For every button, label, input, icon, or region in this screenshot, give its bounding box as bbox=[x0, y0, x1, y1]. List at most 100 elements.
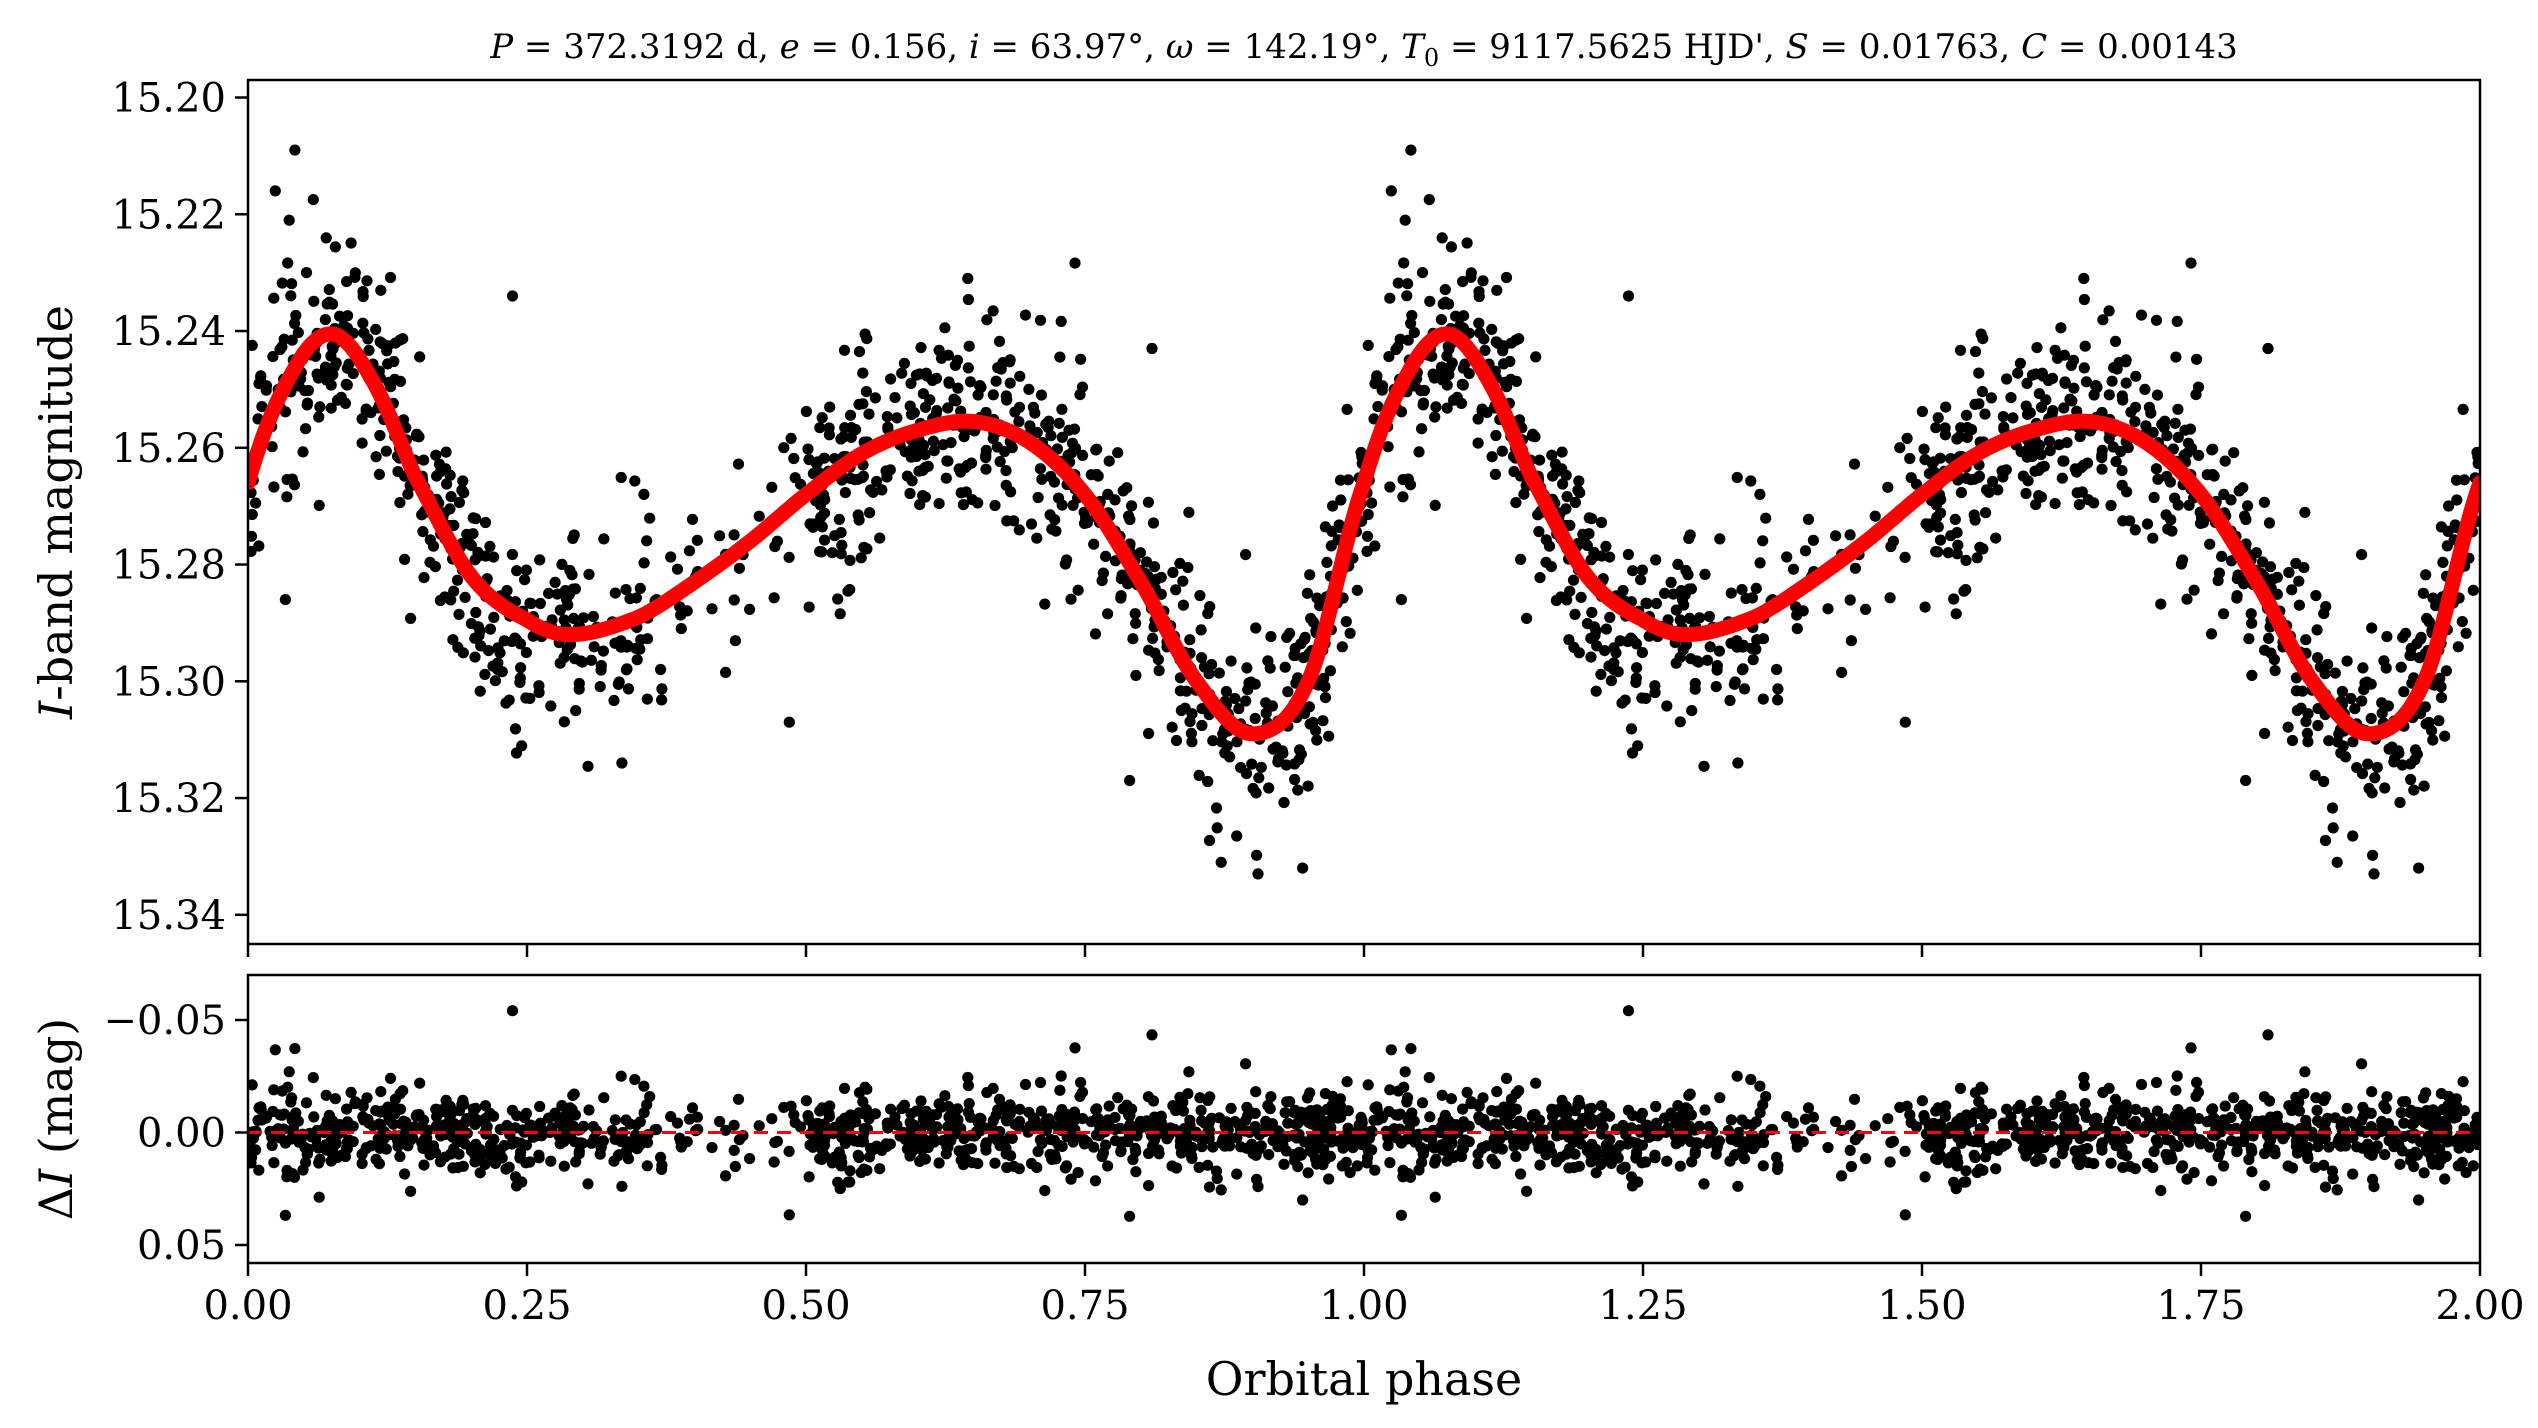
data-point bbox=[2096, 449, 2108, 461]
data-point bbox=[1754, 557, 1766, 569]
data-point bbox=[835, 548, 847, 560]
residual-point bbox=[516, 1176, 528, 1188]
data-point bbox=[325, 379, 337, 391]
data-point bbox=[2300, 634, 2312, 646]
data-point bbox=[1650, 554, 1662, 566]
residual-point bbox=[962, 1080, 975, 1092]
residual-point bbox=[641, 1099, 653, 1111]
data-point bbox=[1674, 614, 1686, 626]
residual-point bbox=[2240, 1109, 2252, 1122]
residual-point bbox=[598, 1092, 610, 1104]
residual-point bbox=[1039, 1185, 1051, 1197]
data-point bbox=[2309, 769, 2321, 782]
data-point bbox=[1731, 471, 1743, 484]
data-point bbox=[1252, 868, 1264, 880]
residual-point bbox=[1264, 1103, 1276, 1115]
data-point bbox=[1684, 529, 1696, 541]
data-point bbox=[345, 237, 357, 249]
y-tick-label: 0.05 bbox=[137, 1223, 226, 1269]
residual-point bbox=[714, 1115, 726, 1128]
data-point bbox=[469, 554, 481, 566]
residual-point bbox=[1643, 1131, 1655, 1143]
data-point bbox=[488, 611, 500, 624]
data-point bbox=[834, 608, 846, 620]
residual-point bbox=[867, 1144, 879, 1156]
residual-point bbox=[1802, 1102, 1815, 1114]
data-point bbox=[453, 608, 465, 621]
data-point bbox=[2103, 432, 2115, 445]
data-point bbox=[1177, 575, 1189, 587]
data-point bbox=[1635, 574, 1647, 586]
data-point bbox=[808, 518, 820, 530]
residual-point bbox=[289, 1043, 301, 1055]
data-point bbox=[1034, 314, 1047, 326]
data-point bbox=[1255, 761, 1267, 773]
residual-point bbox=[834, 1183, 846, 1195]
data-point bbox=[2012, 367, 2024, 379]
data-point bbox=[665, 551, 677, 563]
data-point bbox=[2394, 796, 2406, 809]
data-point bbox=[1672, 558, 1684, 571]
data-point bbox=[2269, 665, 2281, 677]
data-point bbox=[1405, 144, 1417, 156]
data-point bbox=[2452, 641, 2464, 653]
residual-point bbox=[1351, 1160, 1363, 1172]
data-point bbox=[1245, 676, 1257, 688]
x-tick-label: 2.00 bbox=[2435, 1283, 2524, 1329]
residual-point bbox=[1335, 1101, 1347, 1113]
data-point bbox=[2405, 773, 2417, 786]
residual-point bbox=[2072, 1129, 2084, 1141]
data-point bbox=[1027, 401, 1039, 413]
data-point bbox=[859, 328, 871, 340]
data-point bbox=[2365, 712, 2377, 725]
residual-point bbox=[1757, 1160, 1769, 1172]
residual-point bbox=[1568, 1162, 1580, 1174]
data-point bbox=[1177, 599, 1189, 611]
residual-point bbox=[629, 1073, 641, 1086]
residual-point bbox=[807, 1121, 820, 1133]
data-point bbox=[267, 351, 279, 363]
data-point bbox=[2345, 692, 2357, 705]
data-point bbox=[2073, 499, 2085, 511]
residual-point bbox=[443, 1127, 455, 1140]
data-point bbox=[1649, 686, 1661, 699]
residual-point bbox=[2361, 1107, 2373, 1119]
residual-point bbox=[567, 1109, 579, 1121]
bottom-y-axis-label: ΔI (mag) bbox=[29, 1018, 83, 1220]
residual-point bbox=[2012, 1102, 2024, 1115]
data-point bbox=[2181, 593, 2193, 605]
data-point bbox=[587, 610, 600, 623]
residual-point bbox=[1616, 1163, 1628, 1175]
data-point bbox=[2177, 554, 2189, 566]
residual-point bbox=[1042, 1115, 1054, 1128]
residual-point bbox=[556, 1100, 568, 1112]
data-point bbox=[1430, 401, 1442, 413]
residual-point bbox=[1523, 1132, 1535, 1144]
data-point bbox=[1704, 641, 1716, 653]
data-point bbox=[1608, 642, 1620, 654]
residual-point bbox=[248, 1157, 257, 1169]
data-point bbox=[2427, 592, 2439, 604]
data-point bbox=[2034, 439, 2046, 451]
data-point bbox=[381, 345, 393, 357]
data-point bbox=[2240, 774, 2252, 787]
data-point bbox=[489, 675, 501, 687]
residual-point bbox=[1930, 1153, 1942, 1165]
residual-point bbox=[582, 1178, 594, 1190]
data-point bbox=[2103, 389, 2115, 401]
data-point bbox=[1392, 277, 1404, 289]
data-point bbox=[313, 411, 325, 423]
data-point bbox=[2055, 322, 2067, 334]
data-point bbox=[2356, 768, 2369, 780]
data-point bbox=[783, 716, 795, 728]
data-point bbox=[919, 491, 932, 503]
data-point bbox=[1574, 537, 1586, 550]
data-point bbox=[2158, 421, 2170, 434]
data-point bbox=[394, 334, 406, 346]
residual-point bbox=[1436, 1089, 1448, 1101]
data-point bbox=[1024, 420, 1036, 432]
residual-point bbox=[2207, 1113, 2219, 1125]
data-point bbox=[972, 497, 984, 509]
residual-point bbox=[2021, 1120, 2034, 1132]
